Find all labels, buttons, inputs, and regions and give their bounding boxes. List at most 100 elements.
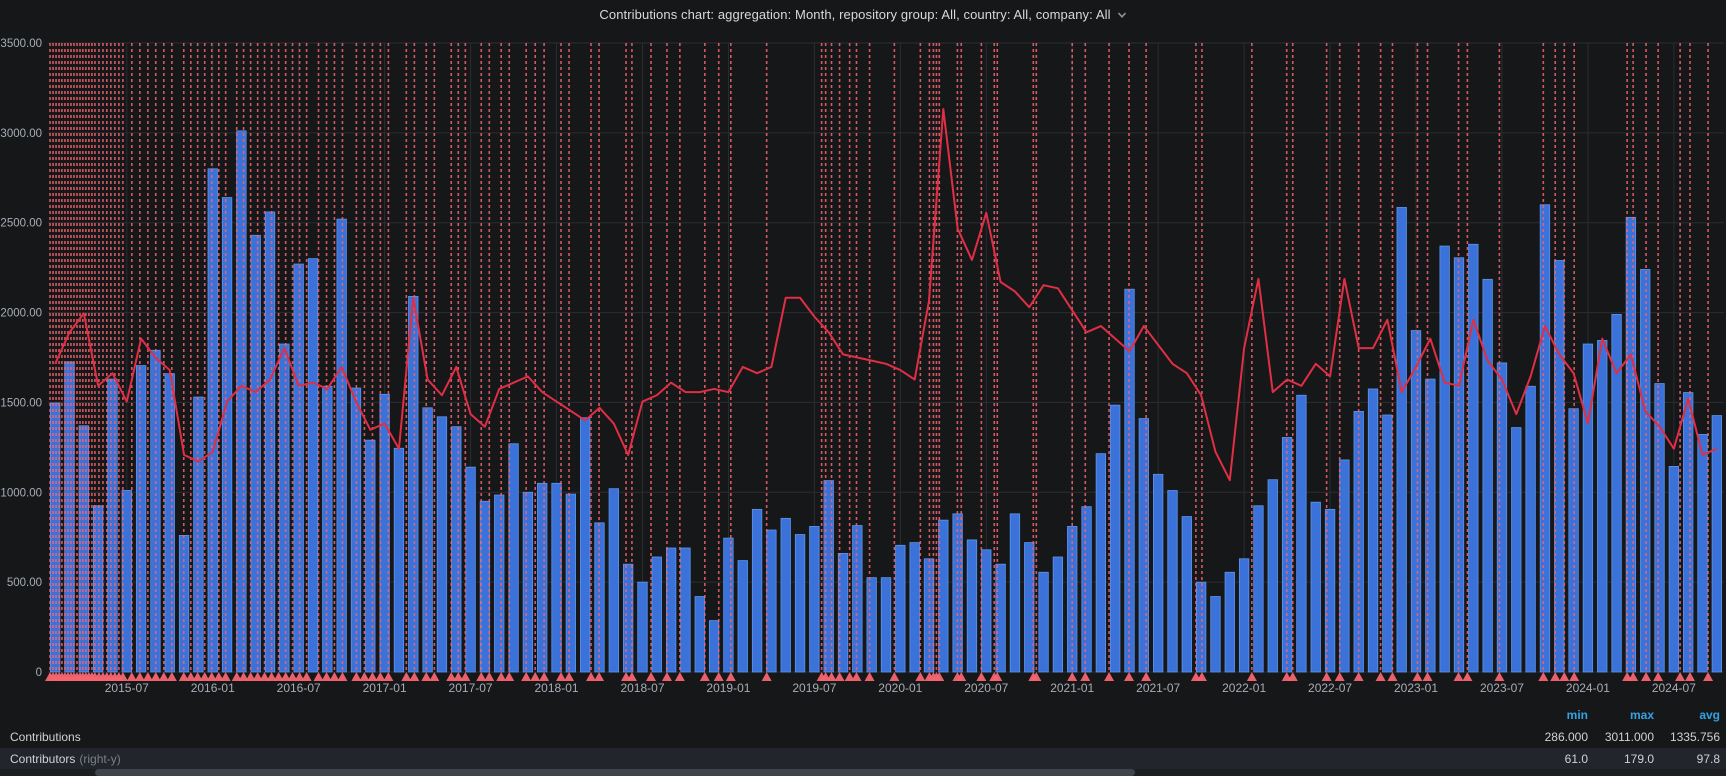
bar-2015-08[interactable]	[135, 365, 147, 673]
annotation-marker-icon[interactable]	[337, 672, 348, 681]
annotation-marker-icon[interactable]	[674, 672, 685, 681]
annotation-marker-icon[interactable]	[761, 672, 772, 681]
annotation-marker-icon[interactable]	[556, 672, 567, 681]
bar-2018-06[interactable]	[623, 563, 634, 673]
bar-2021-06[interactable]	[1138, 418, 1149, 673]
annotation-marker-icon[interactable]	[245, 672, 256, 681]
annotation-marker-icon[interactable]	[1675, 672, 1686, 681]
bar-2022-08[interactable]	[1339, 459, 1350, 673]
annotation-marker-icon[interactable]	[287, 672, 298, 681]
bar-2024-04[interactable]	[1625, 216, 1637, 673]
bar-2024-07[interactable]	[1668, 466, 1680, 673]
annotation-marker-icon[interactable]	[460, 672, 471, 681]
bar-2019-12[interactable]	[880, 577, 892, 673]
annotation-marker-icon[interactable]	[1246, 672, 1257, 681]
bar-2023-11[interactable]	[1554, 260, 1565, 673]
bar-2018-12[interactable]	[708, 620, 720, 673]
annotation-marker-icon[interactable]	[1141, 672, 1152, 681]
annotation-marker-icon[interactable]	[126, 672, 137, 681]
legend-sort-min[interactable]: min	[1566, 708, 1588, 722]
bar-2021-09[interactable]	[1181, 516, 1192, 673]
annotation-marker-icon[interactable]	[150, 672, 161, 681]
bar-2019-11[interactable]	[866, 577, 877, 673]
bar-2020-12[interactable]	[1052, 556, 1064, 673]
annotation-marker-icon[interactable]	[185, 672, 196, 681]
bar-2022-01[interactable]	[1238, 558, 1250, 673]
legend-row-contributors[interactable]: Contributors (right-y) 61.0 179.0 97.8	[0, 748, 1726, 770]
legend-sort-avg[interactable]: avg	[1699, 708, 1720, 722]
bar-2017-11[interactable]	[522, 491, 534, 673]
annotation-marker-icon[interactable]	[586, 672, 597, 681]
annotation-marker-icon[interactable]	[1703, 672, 1714, 681]
bar-2015-03[interactable]	[64, 361, 75, 673]
bar-2022-05[interactable]	[1296, 394, 1307, 673]
annotation-marker-icon[interactable]	[1387, 672, 1398, 681]
annotation-marker-icon[interactable]	[1412, 672, 1423, 681]
bar-2015-12[interactable]	[193, 396, 204, 673]
annotation-marker-icon[interactable]	[213, 672, 224, 681]
annotation-marker-icon[interactable]	[851, 672, 862, 681]
annotation-marker-icon[interactable]	[313, 672, 324, 681]
annotation-marker-icon[interactable]	[273, 672, 284, 681]
bar-2021-01[interactable]	[1067, 526, 1078, 673]
annotation-marker-icon[interactable]	[1321, 672, 1332, 681]
bar-2021-12[interactable]	[1224, 571, 1235, 673]
bar-2018-03[interactable]	[580, 417, 591, 673]
bar-2020-08[interactable]	[995, 563, 1006, 673]
annotation-marker-icon[interactable]	[1653, 672, 1664, 681]
bar-2024-01[interactable]	[1582, 343, 1594, 673]
annotation-marker-icon[interactable]	[1628, 672, 1639, 681]
annotation-marker-icon[interactable]	[329, 672, 340, 681]
annotation-marker-icon[interactable]	[934, 672, 945, 681]
annotation-marker-icon[interactable]	[1067, 672, 1078, 681]
bar-2024-02[interactable]	[1597, 340, 1608, 673]
annotation-marker-icon[interactable]	[725, 672, 736, 681]
annotation-marker-icon[interactable]	[1104, 672, 1115, 681]
bar-2016-08[interactable]	[307, 258, 319, 673]
bar-2016-07[interactable]	[293, 263, 304, 673]
bar-2017-03[interactable]	[408, 295, 419, 673]
annotation-marker-icon[interactable]	[834, 672, 845, 681]
annotation-marker-icon[interactable]	[992, 672, 1003, 681]
annotation-marker-icon[interactable]	[626, 672, 637, 681]
bar-2021-07[interactable]	[1153, 473, 1164, 673]
bar-2016-06[interactable]	[279, 343, 290, 673]
bar-2016-01[interactable]	[207, 168, 218, 673]
annotation-marker-icon[interactable]	[238, 672, 249, 681]
annotation-marker-icon[interactable]	[1641, 672, 1652, 681]
bar-2018-05[interactable]	[608, 488, 619, 673]
bar-2017-12[interactable]	[537, 482, 548, 673]
bar-2016-10[interactable]	[336, 218, 347, 673]
annotation-marker-icon[interactable]	[594, 672, 605, 681]
bar-2015-05[interactable]	[92, 505, 104, 673]
annotation-marker-icon[interactable]	[375, 672, 386, 681]
annotation-marker-icon[interactable]	[1550, 672, 1561, 681]
legend-row-contributions[interactable]: Contributions 286.000 3011.000 1335.756	[0, 726, 1726, 748]
bar-2018-02[interactable]	[565, 493, 577, 673]
annotation-marker-icon[interactable]	[976, 672, 987, 681]
annotation-marker-icon[interactable]	[1538, 672, 1549, 681]
annotation-marker-icon[interactable]	[1031, 672, 1042, 681]
annotation-marker-icon[interactable]	[178, 672, 189, 681]
annotation-marker-icon[interactable]	[421, 672, 432, 681]
annotation-marker-icon[interactable]	[231, 672, 242, 681]
legend-sort-max[interactable]: max	[1629, 708, 1654, 722]
contributions-bars[interactable]	[50, 130, 1722, 673]
annotation-marker-icon[interactable]	[429, 672, 440, 681]
bar-2020-09[interactable]	[1009, 513, 1021, 673]
annotation-marker-icon[interactable]	[192, 672, 203, 681]
bar-2023-05[interactable]	[1468, 243, 1479, 673]
bar-2020-06[interactable]	[966, 539, 978, 673]
bar-2016-05[interactable]	[264, 211, 276, 673]
bar-2021-03[interactable]	[1095, 453, 1107, 673]
annotation-marker-icon[interactable]	[199, 672, 210, 681]
bar-2021-11[interactable]	[1210, 596, 1221, 673]
annotation-marker-icon[interactable]	[117, 672, 128, 681]
contributors-series-line[interactable]	[54, 108, 1718, 482]
annotation-marker-icon[interactable]	[1569, 672, 1580, 681]
bar-2019-01[interactable]	[723, 537, 734, 673]
annotation-marker-icon[interactable]	[1196, 672, 1207, 681]
bar-2021-08[interactable]	[1167, 490, 1178, 673]
bar-2021-04[interactable]	[1110, 404, 1121, 673]
annotation-marker-icon[interactable]	[646, 672, 657, 681]
